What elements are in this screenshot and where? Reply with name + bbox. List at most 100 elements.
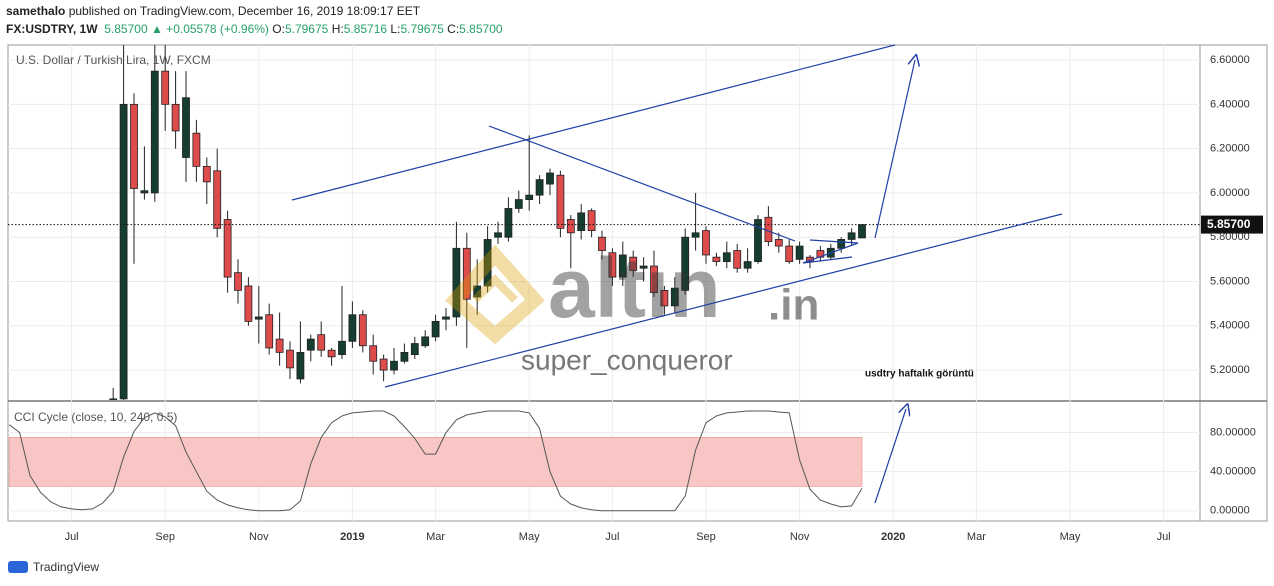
candle-body (504, 208, 513, 238)
x-tick-label: Mar (426, 531, 445, 543)
candle-body (712, 256, 721, 262)
y-tick-label: 0.00000 (1210, 505, 1250, 517)
candle-body (639, 265, 648, 269)
indicator-line (8, 410, 863, 512)
watermark-user: super_conqueror (521, 344, 733, 375)
candle-body (338, 340, 346, 356)
y-tick-label: 6.60000 (1210, 54, 1250, 66)
ohlc-label: L: (390, 22, 401, 36)
candle-body (161, 70, 170, 105)
candle-body (525, 194, 534, 200)
candle-body (109, 398, 118, 400)
publish-line: samethalo published on TradingView.com, … (6, 4, 420, 18)
ohlc-value: 5.85716 (343, 22, 388, 36)
ohlc-label: H: (331, 22, 344, 36)
y-tick-label: 5.60000 (1210, 275, 1250, 287)
watermark-logo (445, 244, 545, 345)
footer: TradingView (8, 560, 99, 574)
x-tick-label: Jul (65, 531, 79, 543)
candle-body (577, 212, 586, 231)
marks: 5.85700 (8, 45, 1263, 512)
candle-body (618, 254, 627, 278)
candle-body (119, 103, 128, 400)
candle-body (722, 252, 731, 262)
x-tick-label: Sep (696, 531, 716, 543)
ohlc-value: 5.79675 (400, 22, 444, 36)
candle-body (598, 236, 606, 251)
candle-body (473, 285, 482, 298)
candle-body (254, 316, 263, 320)
watermark-tld: .in (768, 281, 819, 330)
candle-body (774, 239, 783, 247)
x-tick-label: 2019 (340, 531, 364, 543)
change: ▲ +0.05578 (+0.96%) (150, 22, 269, 36)
candle-body (379, 358, 388, 371)
candle-body (754, 219, 762, 262)
candle-body (785, 245, 794, 262)
candle-body (743, 261, 752, 269)
candles (109, 45, 866, 400)
x-tick-label: Jul (605, 531, 619, 543)
candle-body (660, 289, 669, 307)
y-tick-label: 5.40000 (1210, 320, 1250, 332)
frame (7, 44, 1268, 522)
candle-body (296, 351, 305, 380)
candle-body (327, 349, 336, 358)
candle-body (317, 334, 326, 351)
candle-body (400, 351, 409, 362)
candle-body (234, 272, 242, 291)
symbol: FX:USDTRY, 1W (6, 22, 98, 36)
candle-body (837, 239, 846, 249)
candle-body (358, 314, 367, 347)
y-tick-label: 6.20000 (1210, 143, 1250, 155)
candle-body (223, 219, 232, 278)
candle-body (858, 224, 866, 239)
x-tick-label: Sep (155, 531, 175, 543)
candle-body (182, 97, 190, 158)
candle-body (650, 265, 658, 293)
footer-text: TradingView (33, 560, 99, 574)
y-tick-label: 6.00000 (1210, 187, 1250, 199)
candle-body (681, 236, 690, 291)
candle-body (410, 343, 419, 356)
x-tick-label: 2020 (881, 531, 905, 543)
candle-body (587, 210, 596, 231)
x-tick-label: Nov (249, 531, 269, 543)
candle-body (795, 245, 804, 260)
candle-body (150, 70, 159, 194)
candle-body (442, 316, 450, 320)
candle-body (390, 360, 398, 371)
last-price-label: 5.85700 (1207, 217, 1251, 231)
candle-body (847, 232, 856, 240)
indicator-title: CCI Cycle (close, 10, 240, 0.5) (14, 410, 177, 424)
candle-body (348, 314, 357, 342)
ohlc-label: C: (447, 22, 460, 36)
last-price-box (1201, 215, 1263, 234)
candle-body (494, 232, 502, 238)
ohlc-label: O: (272, 22, 285, 36)
candle-body (733, 250, 742, 269)
x-tick-label: May (519, 531, 540, 543)
chart-title: U.S. Dollar / Turkish Lira, 1W, FXCM (16, 53, 211, 67)
x-tick-label: Nov (790, 531, 810, 543)
candle-body (213, 170, 222, 229)
ohlc-value: 5.79675 (284, 22, 329, 36)
watermark-brand: altın (548, 241, 721, 335)
candle-body (130, 103, 138, 189)
indicator (8, 410, 863, 512)
candle-body (140, 190, 149, 194)
candle-body (431, 320, 440, 338)
grid (8, 45, 1200, 521)
candle-body (369, 345, 378, 362)
candle-body (556, 174, 565, 229)
published: published on TradingView.com, December 1… (68, 4, 421, 18)
candle-body (244, 285, 253, 322)
candle-body (192, 132, 201, 167)
y-tick-label: 6.40000 (1210, 98, 1250, 110)
price: 5.85700 (104, 22, 148, 36)
x-tick-label: May (1060, 531, 1081, 543)
y-tick-label: 80.00000 (1210, 426, 1256, 438)
candle-body (275, 338, 284, 353)
